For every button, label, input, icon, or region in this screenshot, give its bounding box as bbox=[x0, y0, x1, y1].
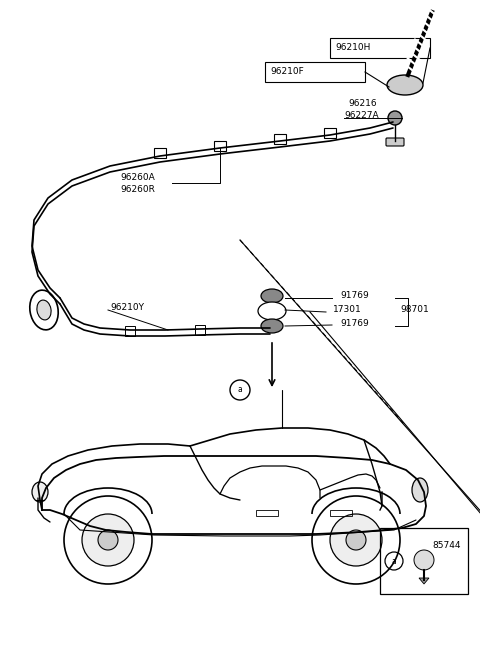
Ellipse shape bbox=[387, 75, 423, 95]
Ellipse shape bbox=[412, 478, 428, 502]
Circle shape bbox=[64, 496, 152, 584]
Ellipse shape bbox=[32, 482, 48, 502]
Ellipse shape bbox=[261, 289, 283, 303]
Text: 96210Y: 96210Y bbox=[110, 304, 144, 312]
Text: 91769: 91769 bbox=[340, 319, 369, 327]
Circle shape bbox=[98, 530, 118, 550]
Polygon shape bbox=[419, 578, 429, 584]
Text: 17301: 17301 bbox=[333, 304, 362, 314]
Circle shape bbox=[346, 530, 366, 550]
Bar bbox=[380, 528, 468, 594]
Bar bbox=[256, 510, 278, 516]
Text: 96260R: 96260R bbox=[120, 186, 155, 194]
Circle shape bbox=[388, 111, 402, 125]
Ellipse shape bbox=[37, 300, 51, 320]
Text: 96216: 96216 bbox=[348, 98, 377, 108]
Circle shape bbox=[312, 496, 400, 584]
FancyBboxPatch shape bbox=[386, 138, 404, 146]
Bar bbox=[195, 325, 205, 335]
Text: 98701: 98701 bbox=[400, 304, 429, 314]
Text: a: a bbox=[238, 386, 242, 394]
Bar bbox=[324, 128, 336, 138]
Circle shape bbox=[414, 550, 434, 570]
Circle shape bbox=[82, 514, 134, 566]
Text: 91769: 91769 bbox=[340, 291, 369, 300]
Text: 96210F: 96210F bbox=[270, 68, 304, 77]
Ellipse shape bbox=[258, 302, 286, 320]
Bar bbox=[274, 134, 286, 144]
Text: 96227A: 96227A bbox=[344, 110, 379, 119]
Bar bbox=[330, 38, 430, 58]
Text: a: a bbox=[392, 556, 396, 565]
Text: 85744: 85744 bbox=[432, 541, 460, 550]
Ellipse shape bbox=[261, 319, 283, 333]
Bar bbox=[154, 148, 166, 158]
Bar bbox=[265, 62, 365, 82]
Bar bbox=[214, 141, 226, 151]
Circle shape bbox=[330, 514, 382, 566]
Bar bbox=[125, 326, 135, 336]
Text: 96210H: 96210H bbox=[335, 43, 371, 52]
Text: 96260A: 96260A bbox=[120, 173, 155, 182]
Bar bbox=[330, 510, 352, 516]
